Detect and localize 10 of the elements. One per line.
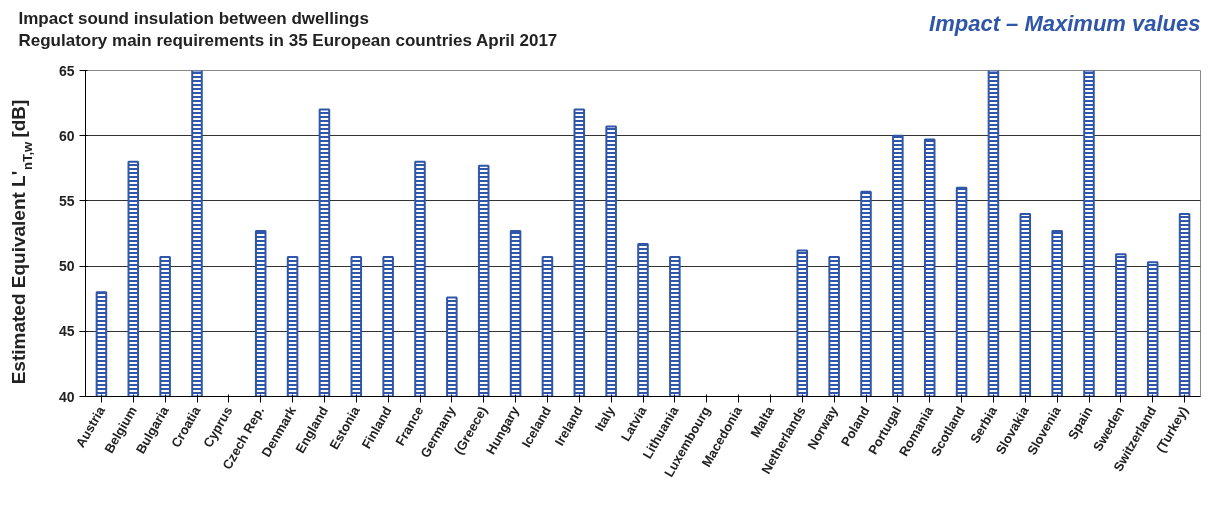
y-tick-label: 60 bbox=[58, 127, 75, 144]
text: Impact – Maximum values bbox=[929, 10, 1201, 36]
y-tick-label: 40 bbox=[58, 388, 75, 405]
y-tick-label: 50 bbox=[58, 258, 75, 275]
chart-title: Impact sound insulation between dwellings Regulatory main requirements in 35 European countries April 2017 bbox=[18, 8, 558, 51]
y-tick-label: 55 bbox=[58, 192, 75, 209]
x-tick-label: Italy bbox=[591, 403, 619, 434]
y-tick-label: 45 bbox=[58, 323, 75, 340]
y-axis-title: Estimated Equivalent L'nT,w [dB] bbox=[8, 99, 36, 385]
y-tick-label: 65 bbox=[58, 62, 75, 79]
